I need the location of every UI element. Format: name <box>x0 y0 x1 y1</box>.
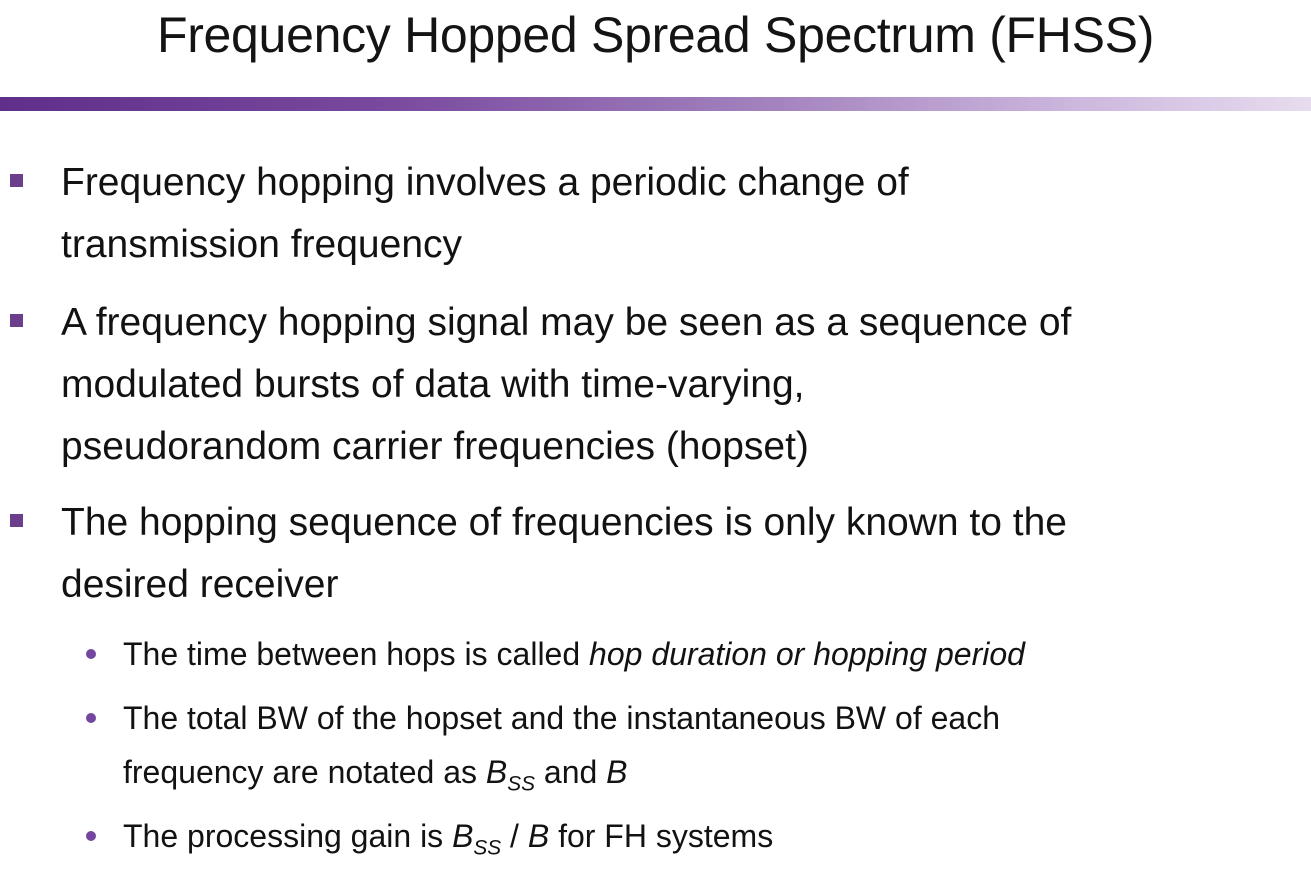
sub-bullet-3-text: The processing gain is BSS / B for FH sy… <box>123 808 773 864</box>
symbol-b-ss: BSS <box>485 754 535 794</box>
slide-title: Frequency Hopped Spread Spectrum (FHSS) <box>156 7 1155 63</box>
sub-bullet-2-line-1: The total BW of the hopset and the insta… <box>123 700 1000 736</box>
sub-bullet-3-suffix: for FH systems <box>549 818 774 854</box>
bullet-3-line-2: desired receiver <box>61 563 339 606</box>
title-divider-bar <box>0 97 1311 111</box>
bullet-1-line-2: transmission frequency <box>61 223 463 266</box>
symbol-b-ss-main: B <box>452 818 474 854</box>
symbol-b: B <box>606 754 628 790</box>
sub-bullet-1-text: The time between hops is called hop dura… <box>123 626 1025 682</box>
sub-bullet-2-prefix: frequency are notated as <box>123 754 486 790</box>
and-word: and <box>535 754 607 790</box>
dot-bullet-icon <box>86 649 96 659</box>
slash-symbol: / <box>501 818 528 854</box>
bullet-2-line-1: A frequency hopping signal may be seen a… <box>61 301 1072 344</box>
sub-bullet-3-prefix: The processing gain is <box>123 818 453 854</box>
symbol-b-ss-subscript: SS <box>507 772 535 796</box>
symbol-b-ss-subscript: SS <box>473 836 502 860</box>
bullet-1-line-1: Frequency hopping involves a periodic ch… <box>61 161 909 204</box>
square-bullet-icon <box>10 314 23 327</box>
bullet-2-line-2: modulated bursts of data with time-varyi… <box>61 363 805 406</box>
hop-duration-term: hop duration or hopping period <box>589 636 1025 672</box>
symbol-b-ss-main: B <box>485 754 508 790</box>
symbol-b-ss: BSS <box>452 818 501 858</box>
dot-bullet-icon <box>86 713 96 723</box>
square-bullet-icon <box>10 174 23 187</box>
dot-bullet-icon <box>86 831 96 841</box>
sub-bullet-1-prefix: The time between hops is called <box>123 636 590 672</box>
sub-bullet-2-line-2: frequency are notated as BSS and B <box>123 744 628 800</box>
symbol-b: B <box>527 818 550 854</box>
bullet-3-line-1: The hopping sequence of frequencies is o… <box>61 501 1068 544</box>
bullet-2-line-3: pseudorandom carrier frequencies (hopset… <box>61 425 809 468</box>
square-bullet-icon <box>10 514 23 527</box>
